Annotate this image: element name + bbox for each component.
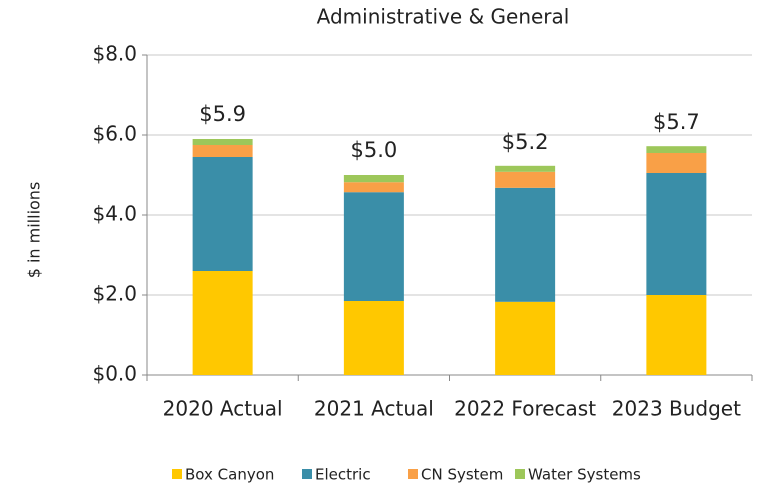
legend-label: Box Canyon bbox=[185, 466, 274, 484]
bar-segment bbox=[192, 145, 253, 157]
legend-label: Water Systems bbox=[528, 466, 641, 484]
bar-segment bbox=[646, 146, 707, 153]
legend-swatch bbox=[408, 469, 418, 479]
legend-swatch bbox=[172, 469, 182, 479]
bar-segment bbox=[495, 171, 556, 188]
bar-segment bbox=[192, 157, 253, 271]
bar-segment bbox=[646, 153, 707, 173]
bar-segment bbox=[343, 301, 404, 375]
y-tick-label: $0.0 bbox=[92, 362, 137, 386]
y-tick-label: $4.0 bbox=[92, 202, 137, 226]
y-tick-label: $6.0 bbox=[92, 122, 137, 146]
x-tick-label: 2023 Budget bbox=[612, 397, 741, 421]
total-label: $5.7 bbox=[653, 110, 700, 134]
legend-label: Electric bbox=[315, 466, 371, 484]
legend-swatch bbox=[515, 469, 525, 479]
bar-segment bbox=[495, 187, 556, 302]
y-axis-label: $ in millions bbox=[25, 182, 44, 279]
total-label: $5.0 bbox=[350, 138, 397, 162]
bar-segment bbox=[495, 301, 556, 375]
bar-segment bbox=[646, 173, 707, 295]
x-tick-label: 2020 Actual bbox=[163, 397, 283, 421]
bar-segment bbox=[343, 182, 404, 193]
legend-label: CN System bbox=[421, 466, 503, 484]
x-tick-label: 2021 Actual bbox=[314, 397, 434, 421]
y-tick-label: $2.0 bbox=[92, 282, 137, 306]
legend-swatch bbox=[302, 469, 312, 479]
bar-segment bbox=[343, 175, 404, 183]
bar-segment bbox=[192, 271, 253, 375]
y-tick-label: $8.0 bbox=[92, 42, 137, 66]
bar-segment bbox=[646, 295, 707, 375]
bar-segment bbox=[343, 192, 404, 301]
bar-segment bbox=[192, 139, 253, 145]
chart-title: Administrative & General bbox=[317, 5, 570, 29]
total-label: $5.2 bbox=[502, 130, 549, 154]
total-label: $5.9 bbox=[199, 102, 246, 126]
x-tick-label: 2022 Forecast bbox=[454, 397, 596, 421]
bar-segment bbox=[495, 165, 556, 172]
